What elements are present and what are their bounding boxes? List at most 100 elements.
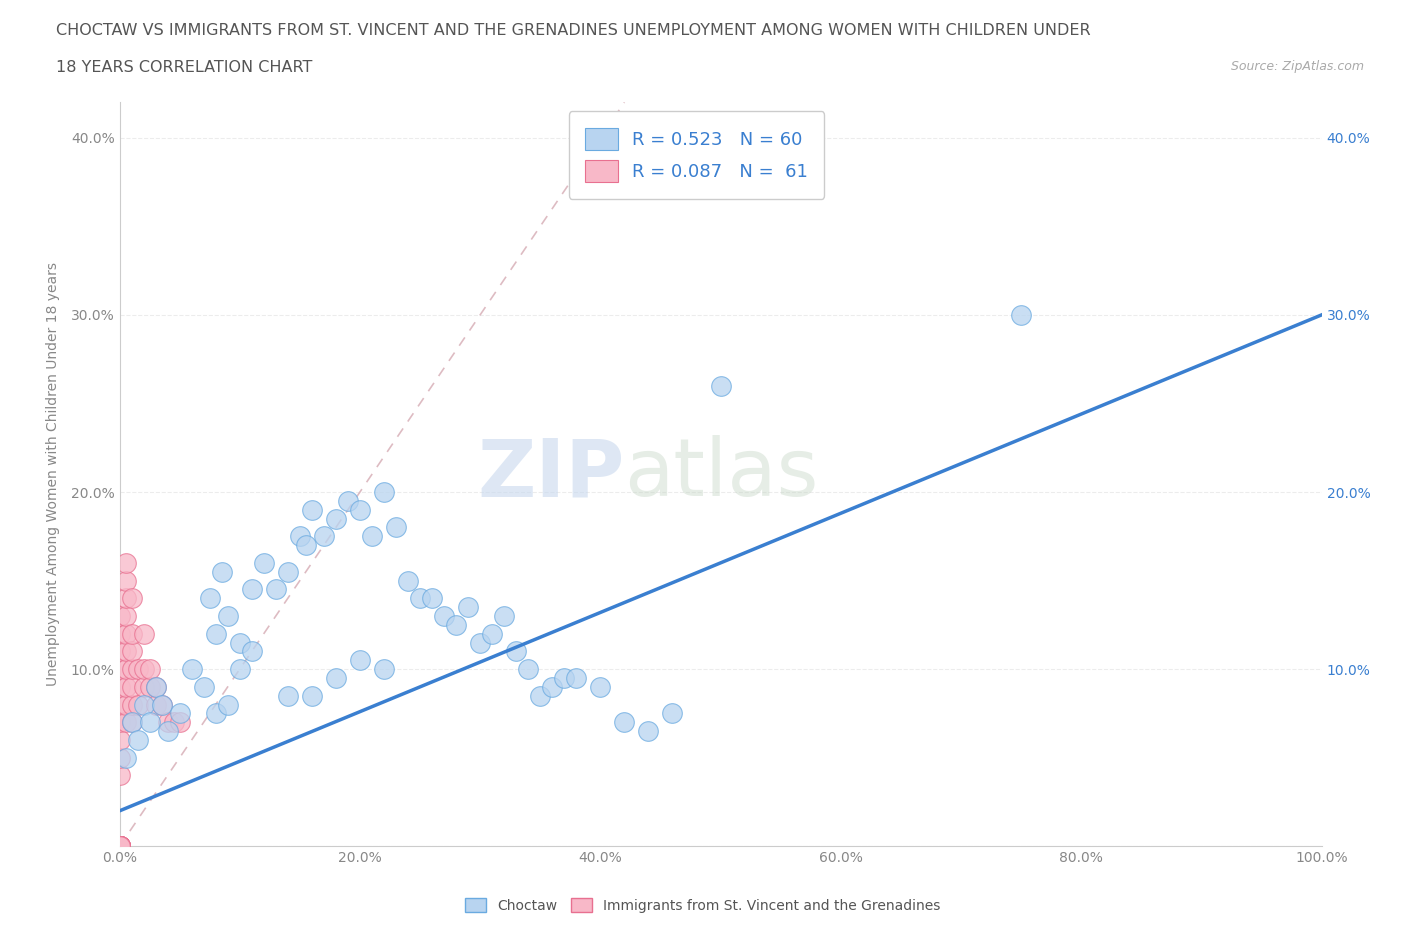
Point — [589, 680, 612, 695]
Point — [211, 565, 233, 579]
Legend: R = 0.523   N = 60, R = 0.087   N =  61: R = 0.523 N = 60, R = 0.087 N = 61 — [569, 112, 824, 199]
Point — [481, 626, 503, 641]
Point — [325, 671, 347, 685]
Point — [121, 644, 143, 658]
Point — [108, 839, 131, 854]
Point — [204, 626, 226, 641]
Point — [127, 733, 149, 748]
Point — [264, 582, 287, 597]
Point — [121, 626, 143, 641]
Point — [198, 591, 221, 605]
Point — [132, 662, 155, 677]
Point — [108, 751, 131, 765]
Point — [114, 573, 136, 588]
Point — [217, 608, 239, 623]
Point — [204, 706, 226, 721]
Point — [108, 715, 131, 730]
Point — [108, 839, 131, 854]
Point — [127, 698, 149, 712]
Point — [108, 839, 131, 854]
Point — [661, 706, 683, 721]
Point — [108, 839, 131, 854]
Text: 18 YEARS CORRELATION CHART: 18 YEARS CORRELATION CHART — [56, 60, 312, 75]
Point — [108, 839, 131, 854]
Point — [108, 839, 131, 854]
Point — [228, 662, 252, 677]
Point — [121, 591, 143, 605]
Point — [169, 706, 191, 721]
Point — [169, 715, 191, 730]
Text: ZIP: ZIP — [477, 435, 624, 513]
Point — [396, 573, 419, 588]
Point — [108, 839, 131, 854]
Point — [108, 698, 131, 712]
Point — [301, 688, 323, 703]
Point — [180, 662, 202, 677]
Point — [108, 839, 131, 854]
Point — [114, 555, 136, 570]
Point — [108, 680, 131, 695]
Point — [240, 582, 263, 597]
Point — [108, 839, 131, 854]
Point — [468, 635, 492, 650]
Point — [108, 644, 131, 658]
Legend: Choctaw, Immigrants from St. Vincent and the Grenadines: Choctaw, Immigrants from St. Vincent and… — [460, 893, 946, 919]
Point — [156, 724, 179, 738]
Point — [145, 680, 167, 695]
Point — [138, 680, 160, 695]
Point — [277, 688, 299, 703]
Point — [121, 680, 143, 695]
Point — [108, 839, 131, 854]
Point — [114, 662, 136, 677]
Point — [277, 565, 299, 579]
Point — [150, 698, 173, 712]
Point — [529, 688, 551, 703]
Point — [108, 839, 131, 854]
Point — [517, 662, 540, 677]
Point — [494, 608, 516, 623]
Point — [312, 529, 335, 544]
Point — [108, 839, 131, 854]
Point — [162, 715, 184, 730]
Point — [361, 529, 384, 544]
Point — [253, 555, 276, 570]
Point — [114, 626, 136, 641]
Point — [420, 591, 443, 605]
Point — [193, 680, 215, 695]
Point — [108, 839, 131, 854]
Point — [121, 715, 143, 730]
Point — [373, 485, 395, 499]
Point — [132, 626, 155, 641]
Point — [336, 494, 359, 509]
Point — [127, 662, 149, 677]
Point — [565, 671, 588, 685]
Point — [1010, 308, 1032, 323]
Point — [121, 662, 143, 677]
Point — [108, 839, 131, 854]
Point — [541, 680, 564, 695]
Y-axis label: Unemployment Among Women with Children Under 18 years: Unemployment Among Women with Children U… — [45, 262, 59, 686]
Text: CHOCTAW VS IMMIGRANTS FROM ST. VINCENT AND THE GRENADINES UNEMPLOYMENT AMONG WOM: CHOCTAW VS IMMIGRANTS FROM ST. VINCENT A… — [56, 23, 1091, 38]
Point — [145, 698, 167, 712]
Point — [373, 662, 395, 677]
Point — [114, 680, 136, 695]
Point — [288, 529, 311, 544]
Text: Source: ZipAtlas.com: Source: ZipAtlas.com — [1230, 60, 1364, 73]
Point — [613, 715, 636, 730]
Point — [637, 724, 659, 738]
Point — [156, 715, 179, 730]
Point — [114, 751, 136, 765]
Point — [108, 839, 131, 854]
Point — [138, 715, 160, 730]
Point — [132, 698, 155, 712]
Point — [709, 379, 731, 393]
Point — [325, 512, 347, 526]
Point — [121, 715, 143, 730]
Point — [108, 662, 131, 677]
Point — [108, 608, 131, 623]
Point — [108, 839, 131, 854]
Point — [114, 591, 136, 605]
Point — [505, 644, 527, 658]
Point — [132, 680, 155, 695]
Point — [145, 680, 167, 695]
